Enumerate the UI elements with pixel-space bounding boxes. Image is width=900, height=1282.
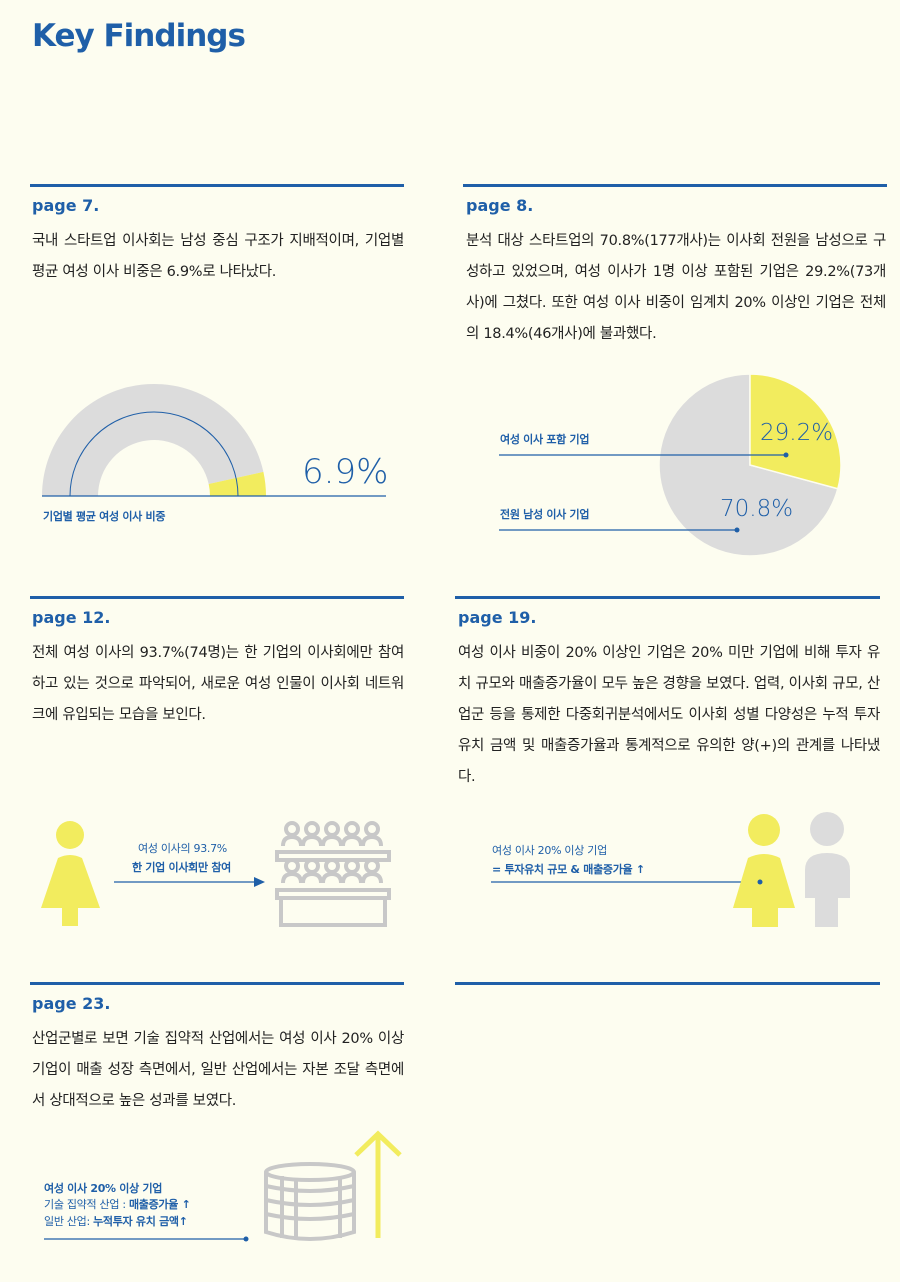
pie-leader-dot xyxy=(783,452,789,458)
section-divider xyxy=(455,596,880,599)
gauge-background xyxy=(42,383,264,496)
caption-highlight: 누적투자 유치 금액↑ xyxy=(93,1215,188,1228)
man-icon xyxy=(805,812,850,927)
figure-caption-line: 일반 산업: 누적투자 유치 금액↑ xyxy=(44,1213,188,1231)
figure-caption: 여성 이사 20% 이상 기업 xyxy=(492,844,607,857)
caption-highlight: 매출증가율 ↑ xyxy=(128,1198,191,1211)
finding-text: 산업군별로 보면 기술 집약적 산업에서는 여성 이사 20% 이상 기업이 매… xyxy=(32,1031,404,1109)
section-divider xyxy=(30,184,404,187)
up-arrow-icon xyxy=(354,1130,402,1238)
page-ref: page 7. xyxy=(32,196,100,215)
section-divider xyxy=(463,184,887,187)
caption-prefix: 기술 집약적 산업 : xyxy=(44,1198,129,1211)
leader-dot xyxy=(757,879,763,885)
gauge-guide-arc xyxy=(69,411,239,497)
page-title: Key Findings xyxy=(32,18,246,54)
section-divider xyxy=(30,596,404,599)
page-ref: page 12. xyxy=(32,608,111,627)
section-divider xyxy=(30,982,404,985)
pie-value-women: 29.2% xyxy=(760,420,834,446)
caption-prefix: 일반 산업: xyxy=(44,1215,94,1228)
pie-leader-dot xyxy=(734,527,740,533)
leader-dot xyxy=(243,1236,249,1242)
page-ref: page 23. xyxy=(32,994,111,1013)
finding-text: 여성 이사 비중이 20% 이상인 기업은 20% 미만 기업에 비해 투자 유… xyxy=(458,645,880,785)
finding-text: 국내 스타트업 이사회는 남성 중심 구조가 지배적이며, 기업별 평균 여성 … xyxy=(32,233,404,280)
finding-text: 전체 여성 이사의 93.7%(74명)는 한 기업의 이사회에만 참여하고 있… xyxy=(32,645,404,723)
arrow-head-icon xyxy=(254,877,265,887)
figure-caption: 여성 이사의 93.7% xyxy=(138,842,227,855)
woman-icon xyxy=(41,821,100,926)
pie-slice-men xyxy=(658,373,839,557)
figure-caption-line: 기술 집약적 산업 : 매출증가율 ↑ xyxy=(44,1196,191,1214)
page-ref: page 8. xyxy=(466,196,534,215)
page-ref: page 19. xyxy=(458,608,537,627)
woman-icon xyxy=(733,814,795,927)
gauge-label: 기업별 평균 여성 이사 비중 xyxy=(43,510,166,523)
pie-value-men: 70.8% xyxy=(720,496,794,522)
figure-caption-bold: 한 기업 이사회만 참여 xyxy=(132,861,231,874)
finding-text: 분석 대상 스타트업의 70.8%(177개사)는 이사회 전원을 남성으로 구… xyxy=(466,233,886,342)
coin-stack-icon xyxy=(264,1162,356,1241)
pie-label-women: 여성 이사 포함 기업 xyxy=(500,433,590,446)
gauge-value: 6.9% xyxy=(302,452,389,492)
board-group-icon xyxy=(275,821,391,927)
pie-slice-women xyxy=(749,373,842,490)
figure-caption-bold: 여성 이사 20% 이상 기업 xyxy=(44,1182,163,1195)
pie-chart xyxy=(658,373,842,557)
section-divider xyxy=(455,982,880,985)
pie-label-men: 전원 남성 이사 기업 xyxy=(500,508,590,521)
figure-caption-bold: = 투자유치 규모 & 매출증가율 ↑ xyxy=(492,863,645,876)
